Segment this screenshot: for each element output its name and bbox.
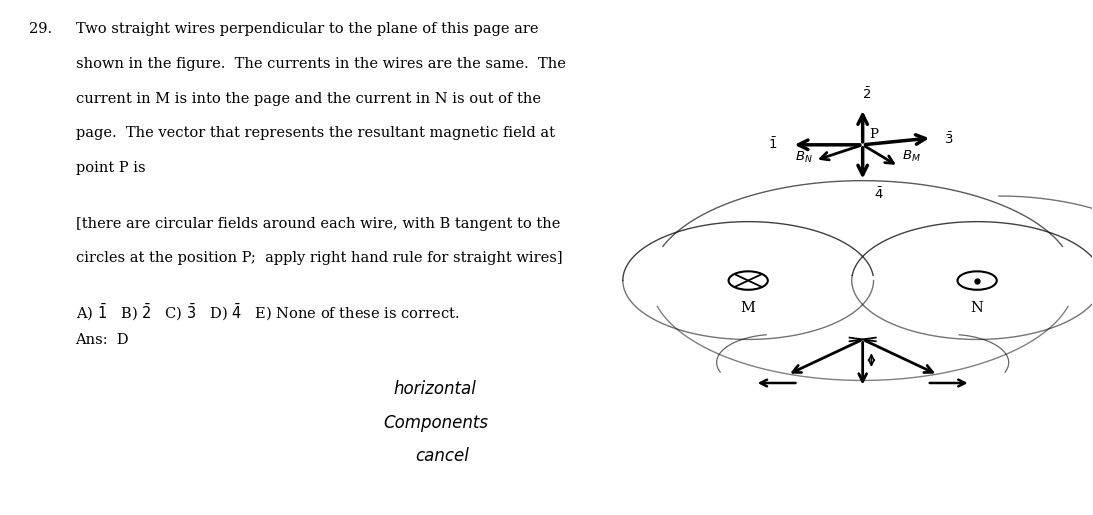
Text: cancel: cancel xyxy=(415,447,470,465)
Text: P: P xyxy=(869,128,878,141)
Text: N: N xyxy=(971,301,984,315)
Text: $B_N$: $B_N$ xyxy=(795,150,813,165)
Text: current in M is into the page and the current in N is out of the: current in M is into the page and the cu… xyxy=(75,92,541,106)
Text: Two straight wires perpendicular to the plane of this page are: Two straight wires perpendicular to the … xyxy=(75,22,538,36)
Circle shape xyxy=(957,271,997,290)
Text: A) $\bar{1}$   B) $\bar{2}$   C) $\bar{3}$   D) $\bar{4}$   E) None of these is : A) $\bar{1}$ B) $\bar{2}$ C) $\bar{3}$ D… xyxy=(75,302,459,322)
Text: $\bar{1}$: $\bar{1}$ xyxy=(767,136,777,151)
Text: $\bar{4}$: $\bar{4}$ xyxy=(873,186,883,202)
Text: Components: Components xyxy=(383,414,487,432)
Text: point P is: point P is xyxy=(75,161,145,175)
Text: Ans:  D: Ans: D xyxy=(75,333,129,347)
Text: [there are circular fields around each wire, with B tangent to the: [there are circular fields around each w… xyxy=(75,216,560,231)
Text: horizontal: horizontal xyxy=(393,381,477,399)
Text: page.  The vector that represents the resultant magnetic field at: page. The vector that represents the res… xyxy=(75,126,554,141)
Text: M: M xyxy=(741,301,755,315)
Text: 29.: 29. xyxy=(28,22,51,36)
Text: $\bar{2}$: $\bar{2}$ xyxy=(862,87,871,102)
Text: $B_M$: $B_M$ xyxy=(902,149,921,164)
Circle shape xyxy=(729,271,767,290)
Text: circles at the position P;  apply right hand rule for straight wires]: circles at the position P; apply right h… xyxy=(75,251,562,265)
Text: shown in the figure.  The currents in the wires are the same.  The: shown in the figure. The currents in the… xyxy=(75,57,565,71)
Text: $\bar{3}$: $\bar{3}$ xyxy=(944,131,954,147)
